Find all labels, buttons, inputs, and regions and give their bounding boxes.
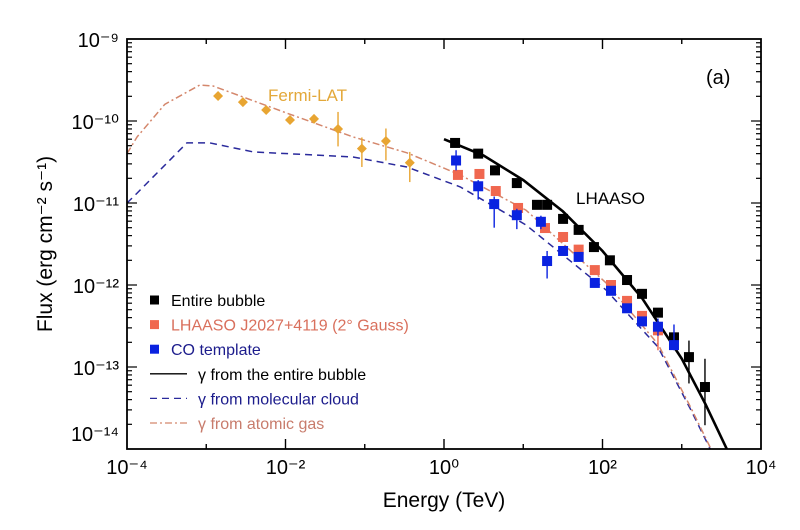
data-point-square — [450, 137, 461, 148]
data-point-square — [622, 275, 633, 286]
y-tick-label: 10⁻¹⁰ — [72, 112, 119, 134]
data-point-square — [558, 231, 569, 242]
legend-item: γ from the entire bubble — [150, 367, 366, 384]
x-tick-label: 10⁰ — [429, 457, 459, 479]
data-point-diamond — [285, 114, 296, 125]
data-point-square — [652, 307, 663, 318]
legend-marker — [150, 295, 159, 305]
legend-item: CO template — [150, 342, 261, 359]
annotation-lhaaso: LHAASO — [576, 189, 645, 208]
legend-label: γ from atomic gas — [198, 416, 324, 433]
data-point-square — [558, 245, 569, 256]
legend-label: γ from molecular cloud — [198, 391, 359, 408]
data-point-square — [489, 165, 500, 176]
data-point-square — [531, 199, 542, 210]
x-axis-label: Energy (TeV) — [383, 489, 506, 512]
data-point-square — [452, 169, 463, 180]
legend: Entire bubble LHAASO J2027+4119 (2° Gauss… — [150, 293, 409, 433]
legend-label: CO template — [171, 342, 261, 359]
y-tick-label: 10⁻¹⁴ — [71, 424, 119, 446]
data-point-square — [490, 186, 501, 197]
data-point-square — [558, 213, 569, 224]
legend-label: γ from the entire bubble — [198, 367, 366, 384]
x-tick-label: 10² — [588, 457, 617, 479]
data-point-square — [652, 321, 663, 332]
x-tick-label: 10⁻⁴ — [106, 457, 147, 479]
model-curves — [127, 84, 728, 449]
data-point-square — [604, 255, 615, 266]
data-point-square — [573, 224, 584, 235]
legend-item: Entire bubble — [150, 293, 265, 310]
plot-frame — [126, 38, 762, 450]
data-point-square — [636, 310, 647, 321]
data-point-square — [535, 216, 546, 227]
data-point-square — [542, 256, 553, 267]
data-points — [213, 90, 710, 426]
data-point-square — [622, 295, 633, 306]
data-point-square — [513, 202, 524, 213]
data-point-square — [573, 244, 584, 255]
data-point-square — [636, 316, 647, 327]
legend-item: LHAASO J2027+4119 (2° Gauss) — [150, 318, 409, 335]
data-point-diamond — [380, 136, 391, 147]
axes: 10⁻⁴ 10⁻² 10⁰ 10² 10⁴ 10⁻⁹ 10⁻¹⁰ 10⁻¹¹ 10⁻¹² 10⁻¹… — [71, 30, 776, 479]
data-point-square — [589, 277, 600, 288]
data-point-diamond — [213, 90, 224, 101]
curve-dashed — [127, 142, 712, 449]
legend-marker — [150, 320, 159, 330]
data-point-square — [636, 288, 647, 299]
panel-label: (a) — [706, 67, 730, 89]
data-point-square — [605, 280, 616, 290]
data-point-square — [539, 223, 550, 234]
data-point-square — [474, 168, 485, 179]
y-axis-label: Flux (erg cm⁻² s⁻¹) — [34, 156, 57, 332]
annotation-fermi-lat: Fermi-LAT — [268, 86, 347, 105]
legend-marker — [150, 344, 159, 354]
data-point-square — [511, 210, 522, 221]
legend-label: Entire bubble — [171, 293, 265, 310]
x-tick-label: 10⁴ — [746, 457, 777, 479]
data-point-diamond — [237, 97, 248, 108]
data-point-diamond — [356, 143, 367, 154]
legend-item: γ from molecular cloud — [150, 391, 359, 408]
data-point-diamond — [333, 123, 344, 134]
data-point-square — [683, 352, 694, 363]
legend-item: γ from atomic gas — [150, 416, 324, 433]
curve-solid — [443, 137, 728, 449]
data-point-square — [589, 265, 600, 276]
data-point-square — [605, 285, 616, 296]
data-point-square — [542, 199, 553, 210]
y-tick-label: 10⁻¹¹ — [73, 194, 119, 216]
data-point-square — [668, 340, 679, 351]
y-tick-label: 10⁻¹² — [73, 276, 119, 298]
data-point-square — [573, 251, 584, 262]
legend-label: LHAASO J2027+4119 (2° Gauss) — [171, 318, 409, 335]
data-point-square — [511, 178, 522, 189]
data-point-square — [451, 155, 462, 166]
data-point-square — [699, 382, 710, 393]
y-tick-label: 10⁻⁹ — [78, 30, 119, 52]
data-point-square — [473, 148, 484, 159]
data-point-square — [622, 303, 633, 314]
data-point-square — [588, 242, 599, 253]
data-point-diamond — [309, 113, 320, 124]
data-point-square — [473, 181, 484, 192]
data-point-diamond — [261, 105, 272, 116]
data-point-diamond — [404, 157, 415, 168]
y-tick-label: 10⁻¹³ — [73, 358, 119, 380]
x-tick-label: 10⁻² — [266, 457, 306, 479]
data-point-square — [489, 199, 500, 210]
